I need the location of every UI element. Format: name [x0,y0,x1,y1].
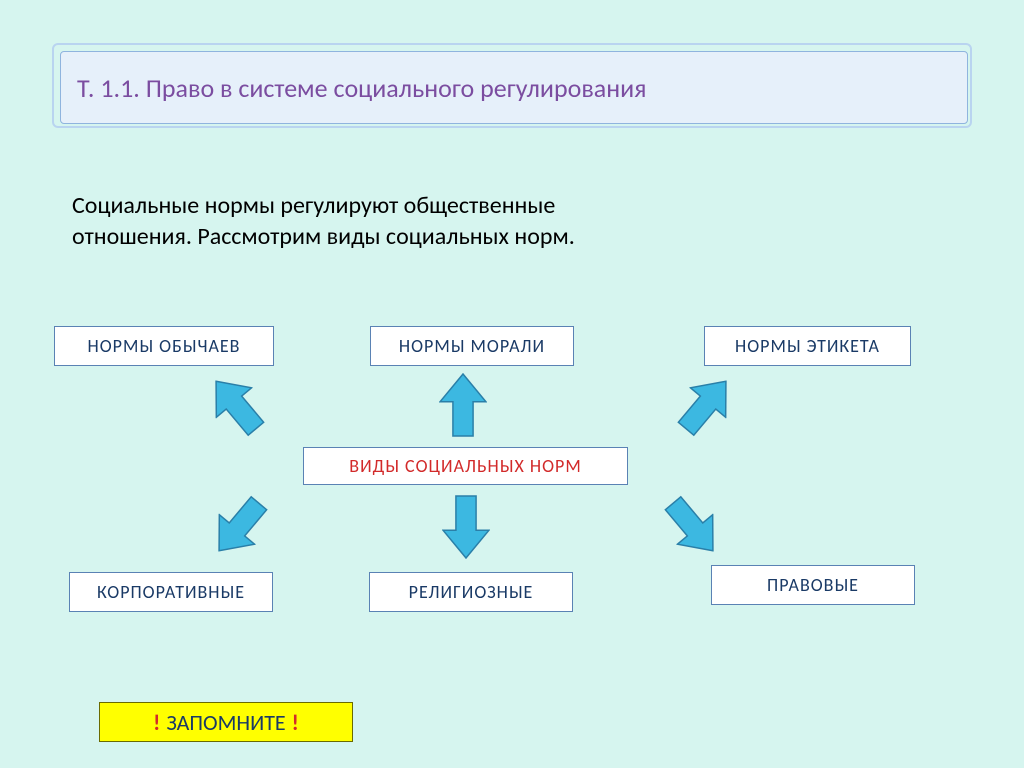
node-religious: РЕЛИГИОЗНЫЕ [369,572,573,612]
node-label: РЕЛИГИОЗНЫЕ [409,581,534,603]
body-line-1: Социальные нормы регулируют общественные [72,190,575,221]
title-outer: Т. 1.1. Право в системе социального регу… [52,43,972,128]
center-node-label: ВИДЫ СОЦИАЛЬНЫХ НОРМ [349,455,581,477]
node-moral: НОРМЫ МОРАЛИ [370,326,574,366]
footer-text: ЗАПОМНИТЕ [166,709,285,736]
body-line-2: отношения. Рассмотрим виды социальных но… [72,221,575,252]
node-legal: ПРАВОВЫЕ [711,565,915,605]
node-customs: НОРМЫ ОБЫЧАЕВ [54,326,274,366]
node-label: КОРПОРАТИВНЫЕ [97,581,245,603]
arrow-to-moral [439,373,487,437]
node-etiquette: НОРМЫ ЭТИКЕТА [704,326,911,366]
footer-box: ! ЗАПОМНИТЕ ! [99,702,353,742]
node-label: ПРАВОВЫЕ [767,574,859,596]
node-label: НОРМЫ ОБЫЧАЕВ [88,335,241,357]
center-node: ВИДЫ СОЦИАЛЬНЫХ НОРМ [303,447,628,485]
body-text: Социальные нормы регулируют общественные… [72,190,575,252]
bang-icon: ! [286,709,305,736]
node-label: НОРМЫ ЭТИКЕТА [735,335,880,357]
title-text: Т. 1.1. Право в системе социального регу… [77,72,647,104]
bang-icon: ! [147,709,166,736]
title-inner: Т. 1.1. Право в системе социального регу… [60,51,968,124]
node-corporate: КОРПОРАТИВНЫЕ [69,572,273,612]
node-label: НОРМЫ МОРАЛИ [399,335,545,357]
arrow-to-religious [442,495,490,559]
